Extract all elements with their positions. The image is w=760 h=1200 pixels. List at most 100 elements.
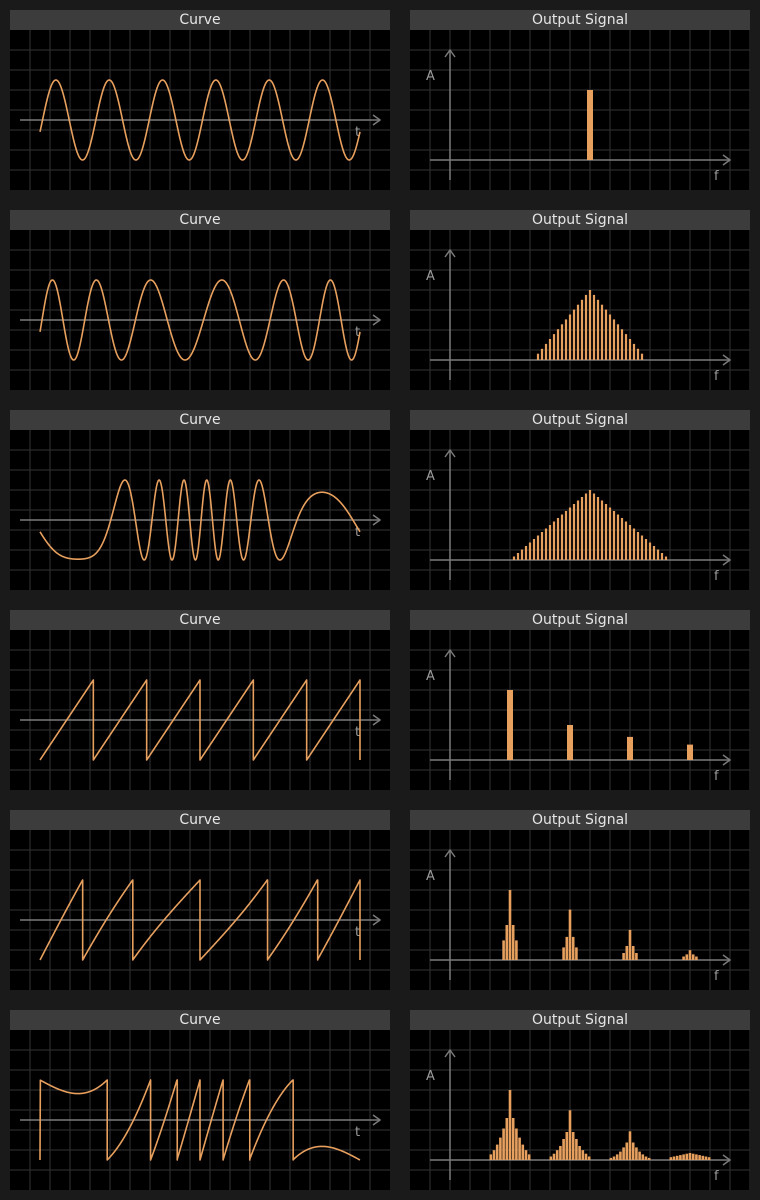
- spectrum-bar: [560, 514, 564, 560]
- curve-title: Curve: [10, 410, 390, 430]
- amplitude-axis-label: A: [426, 469, 435, 484]
- spectrum-bar: [495, 1144, 499, 1160]
- spectrum-bar: [612, 511, 616, 560]
- spectrum-bar: [615, 1154, 619, 1160]
- spectrum-bar: [540, 532, 544, 560]
- spectrum-bar: [540, 348, 544, 360]
- spectrum-bar: [560, 324, 564, 360]
- spectrum-bar: [511, 1118, 515, 1160]
- spectrum-bar: [536, 353, 540, 360]
- spectrum-bar: [544, 343, 548, 360]
- spectrum-bar: [502, 940, 505, 960]
- spectrum-bar: [701, 1155, 705, 1160]
- curve-plot: t: [10, 1030, 390, 1190]
- spectrum-bar: [568, 314, 572, 360]
- spectrum-bar: [572, 309, 576, 360]
- spectrum-bar: [627, 736, 633, 760]
- spectrum-bar: [644, 1156, 648, 1160]
- t-axis-label: t: [355, 1125, 360, 1140]
- grid: [410, 230, 750, 390]
- frequency-axis-label: f: [714, 969, 719, 984]
- spectrum-bar: [685, 1153, 689, 1160]
- spectrum-bar: [507, 690, 513, 760]
- curve-panel: Curve t: [10, 610, 390, 790]
- spectrum-bar: [624, 334, 628, 360]
- grid: [10, 630, 390, 790]
- spectrum-bar: [565, 936, 569, 960]
- curve-plot: t: [10, 30, 390, 190]
- spectrum-bar: [524, 1150, 528, 1160]
- spectrum-bar: [549, 1156, 553, 1160]
- spectrum-bar: [644, 539, 648, 560]
- spectrum-bar: [556, 329, 560, 360]
- spectrum-bar: [544, 528, 548, 560]
- amplitude-axis-label: A: [426, 869, 435, 884]
- spectrum-bar: [580, 299, 584, 360]
- spectrum-plot: Af: [410, 430, 750, 590]
- spectrum-bar: [640, 535, 644, 560]
- spectrum-bar: [584, 493, 588, 560]
- spectrum-bar: [568, 507, 572, 560]
- spectrum-bar: [571, 1132, 575, 1160]
- spectrum-bars: [587, 90, 593, 160]
- spectrum-bar: [576, 304, 580, 360]
- spectrum-bar: [679, 1155, 682, 1160]
- waveform-trace: [39, 879, 361, 961]
- waveform-trace: [39, 1079, 361, 1161]
- spectrum-bar: [518, 1137, 521, 1160]
- curve-plot: t: [10, 430, 390, 590]
- spectrum-bar: [620, 329, 624, 360]
- spectrum-bar: [619, 1151, 622, 1160]
- output-signal-title: Output Signal: [410, 1010, 750, 1030]
- spectrum-plot: Af: [410, 1030, 750, 1190]
- spectrum-bars: [512, 490, 668, 560]
- spectrum-bar: [682, 1154, 685, 1160]
- spectrum-bar: [489, 1154, 493, 1160]
- t-axis: [20, 514, 382, 526]
- spectrum-bar: [695, 956, 698, 960]
- spectrum-bar: [608, 507, 612, 560]
- curve-title: Curve: [10, 210, 390, 230]
- spectrum-bar: [567, 725, 573, 760]
- spectrum-bar: [691, 954, 695, 960]
- output-signal-title: Output Signal: [410, 810, 750, 830]
- spectrum-bar: [656, 549, 660, 560]
- frequency-axis-label: f: [714, 769, 719, 784]
- spectrum-bar: [548, 339, 552, 360]
- spectrum-bar: [682, 956, 685, 960]
- spectrum-bar: [688, 950, 692, 960]
- curve-plot: t: [10, 630, 390, 790]
- spectrum-bar: [608, 314, 612, 360]
- spectrum-bar: [660, 553, 664, 560]
- spectrum-bar: [578, 1146, 581, 1160]
- spectrum-bar: [620, 518, 624, 560]
- spectrum-bar: [707, 1157, 711, 1160]
- spectrum-bar: [562, 1139, 565, 1160]
- curve-title: Curve: [10, 610, 390, 630]
- amplitude-axis-label: A: [426, 669, 435, 684]
- spectrum-bar: [635, 1147, 638, 1160]
- spectrum-bar: [628, 525, 632, 560]
- spectrum-bar: [564, 511, 568, 560]
- spectrum-bar: [552, 334, 556, 360]
- spectrum-bar: [511, 925, 515, 960]
- spectrum-bars: [502, 890, 698, 960]
- spectrum-bar: [492, 1150, 496, 1160]
- spectrum-bar: [687, 744, 693, 760]
- grid: [410, 630, 750, 790]
- spectrum-bar: [527, 1154, 531, 1160]
- spectrum-bar: [508, 1090, 512, 1160]
- spectrum-bar: [664, 556, 668, 560]
- curve-panel: Curve t: [10, 810, 390, 990]
- spectrum-bar: [609, 1157, 613, 1160]
- spectrum-bars: [489, 1090, 711, 1160]
- spectrum-bar: [596, 299, 600, 360]
- waveform-trace: [39, 279, 361, 361]
- spectrum-bar: [622, 953, 625, 960]
- spectrum-plot: Af: [410, 230, 750, 390]
- grid: [10, 830, 390, 990]
- amplitude-axis-label: A: [426, 1069, 435, 1084]
